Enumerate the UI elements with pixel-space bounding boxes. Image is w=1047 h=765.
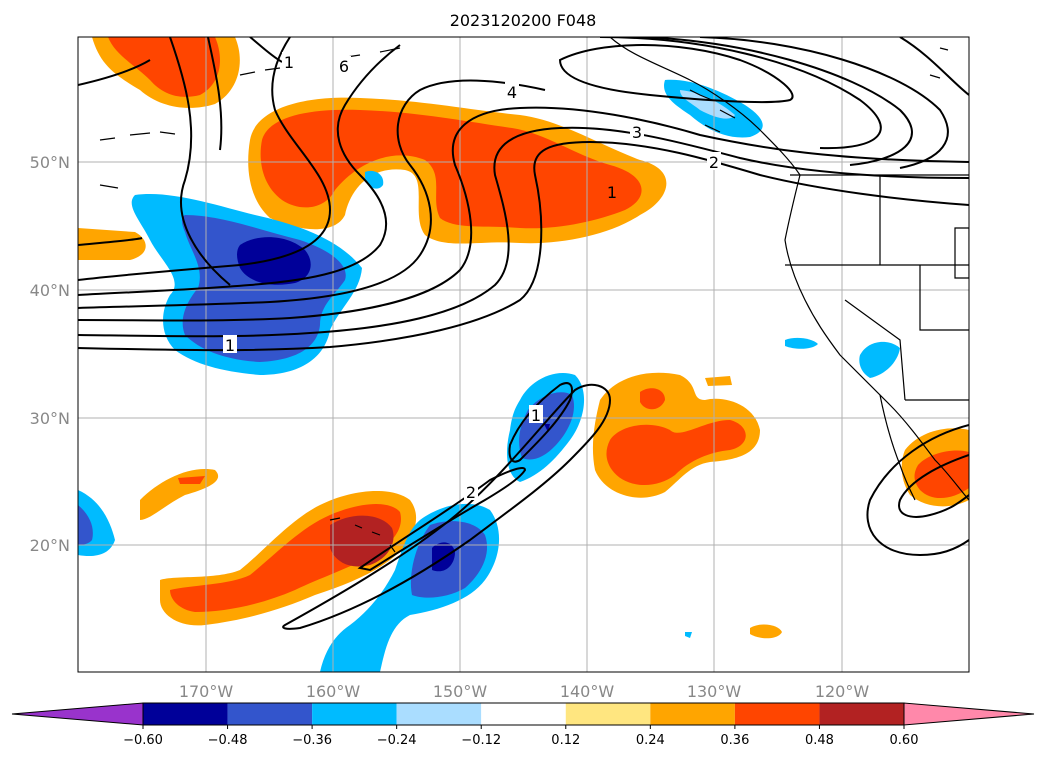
colorbar-label: −0.24: [377, 733, 417, 748]
colorbar-extend-high: [903, 702, 1035, 726]
colorbar-segment: [734, 703, 820, 725]
colorbar-label: −0.60: [123, 733, 163, 748]
anomaly-area: [914, 450, 969, 499]
contour-label: 1: [531, 406, 541, 425]
anomaly-area: [108, 37, 220, 97]
lon-label: 140°W: [560, 682, 615, 701]
lat-label: 50°N: [30, 153, 70, 172]
contour-label: 6: [339, 57, 349, 76]
anomaly-area: [237, 237, 311, 285]
anomaly-area: [680, 90, 735, 119]
contour-lines: [78, 37, 969, 630]
lat-label: 20°N: [30, 536, 70, 555]
colorbar-label: −0.36: [292, 733, 332, 748]
contour-label-group: 1 6 4 3 2 1 1 2 1: [223, 52, 721, 502]
anomaly-area: [178, 476, 205, 484]
contour-label: 3: [632, 123, 642, 142]
colorbar: −0.60 −0.48 −0.36 −0.24 −0.12 0.12 0.24 0.36 0.4…: [11, 702, 1035, 748]
colorbar-segment: [143, 703, 228, 725]
colorbar-segment: [819, 703, 904, 725]
anomaly-area: [260, 109, 642, 229]
colorbar-segment: [396, 703, 482, 725]
colorbar-label: 0.60: [890, 733, 919, 748]
anomaly-area: [750, 624, 782, 639]
anomaly-area: [330, 515, 394, 567]
contour-label: 4: [507, 83, 517, 102]
map-frame: [77, 36, 970, 673]
colorbar-label: −0.48: [208, 733, 248, 748]
anomaly-area: [859, 341, 900, 378]
lon-label: 170°W: [179, 682, 234, 701]
map-area: 1 6 4 3 2 1 1 2 1: [78, 37, 969, 672]
anomaly-area: [785, 337, 818, 349]
contour-label: 1: [225, 336, 235, 355]
anomaly-area: [78, 228, 146, 260]
colorbar-segment: [312, 703, 397, 725]
colorbar-extend-low: [11, 702, 144, 726]
contour-label: 2: [466, 483, 476, 502]
contour-label: 1: [607, 183, 617, 202]
anomaly-area: [705, 376, 732, 386]
colorbar-label: 0.12: [551, 733, 580, 748]
colorbar-label: 0.36: [720, 733, 749, 748]
contour-label: 2: [709, 153, 719, 172]
graticule: [78, 37, 969, 672]
colorbar-segment: [227, 703, 313, 725]
lat-label: 40°N: [30, 281, 70, 300]
lat-label: 30°N: [30, 409, 70, 428]
anomaly-area: [78, 505, 93, 545]
colorbar-label: −0.12: [461, 733, 501, 748]
colorbar-frame: [142, 702, 905, 726]
lon-label: 160°W: [306, 682, 361, 701]
colorbar-segment: [565, 703, 651, 725]
lon-label: 150°W: [433, 682, 488, 701]
lon-label: 130°W: [687, 682, 742, 701]
colorbar-label: 0.48: [805, 733, 834, 748]
colorbar-label: 0.24: [636, 733, 665, 748]
anomaly-fills: [78, 37, 969, 672]
anomaly-area: [606, 420, 746, 486]
colorbar-segment: [481, 703, 566, 725]
anomaly-area: [685, 632, 692, 638]
anomaly-area: [640, 388, 665, 410]
map-title: 2023120200 F048: [450, 11, 597, 30]
lon-label: 120°W: [815, 682, 870, 701]
contour-label: 1: [284, 53, 294, 72]
colorbar-segment: [650, 703, 735, 725]
